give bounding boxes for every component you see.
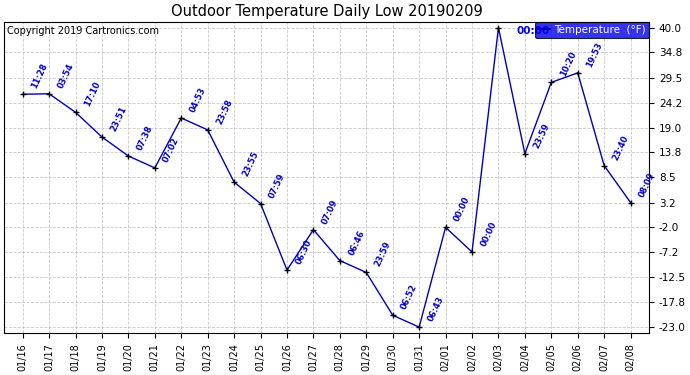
- Text: 06:46: 06:46: [347, 228, 366, 256]
- Text: 06:30: 06:30: [294, 238, 313, 266]
- Text: 06:43: 06:43: [426, 295, 446, 323]
- Text: 00:00: 00:00: [453, 195, 472, 223]
- Text: 23:59: 23:59: [373, 240, 393, 268]
- Text: 07:09: 07:09: [320, 198, 339, 225]
- Text: 07:02: 07:02: [161, 136, 181, 164]
- Text: Copyright 2019 Cartronics.com: Copyright 2019 Cartronics.com: [8, 26, 159, 36]
- Legend: Temperature  (°F): Temperature (°F): [535, 22, 649, 38]
- Text: 23:40: 23:40: [611, 134, 631, 161]
- Text: 00:00: 00:00: [479, 220, 498, 248]
- Text: 07:59: 07:59: [268, 172, 287, 200]
- Text: 10:20: 10:20: [558, 50, 578, 78]
- Text: 03:54: 03:54: [56, 62, 75, 90]
- Text: 06:52: 06:52: [400, 283, 419, 311]
- Text: 23:55: 23:55: [241, 150, 261, 178]
- Text: 23:51: 23:51: [109, 105, 128, 133]
- Text: 23:58: 23:58: [215, 98, 234, 126]
- Text: 17:10: 17:10: [83, 80, 102, 108]
- Title: Outdoor Temperature Daily Low 20190209: Outdoor Temperature Daily Low 20190209: [170, 4, 482, 19]
- Text: 00:00: 00:00: [516, 26, 549, 36]
- Text: 07:38: 07:38: [135, 124, 155, 152]
- Text: 23:59: 23:59: [532, 122, 551, 150]
- Text: 08:09: 08:09: [638, 171, 657, 198]
- Text: 11:28: 11:28: [30, 62, 49, 90]
- Text: 19:53: 19:53: [584, 41, 604, 69]
- Text: 04:53: 04:53: [188, 86, 208, 114]
